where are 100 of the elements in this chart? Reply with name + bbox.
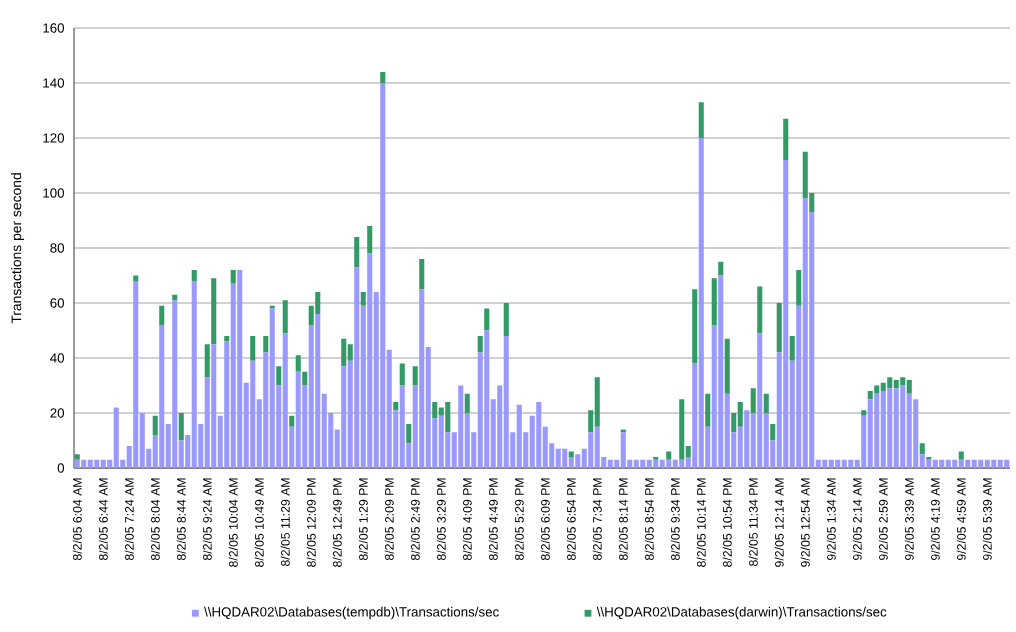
bar xyxy=(191,270,197,282)
bar xyxy=(848,460,854,469)
bar xyxy=(945,460,951,469)
bar xyxy=(913,399,919,469)
bar xyxy=(906,380,912,395)
bar xyxy=(445,402,451,433)
bar xyxy=(536,402,542,469)
bar xyxy=(620,432,626,469)
bar xyxy=(822,460,828,469)
bar xyxy=(692,289,698,364)
bar xyxy=(640,460,646,469)
bar xyxy=(159,325,165,469)
bar xyxy=(783,119,789,161)
bar xyxy=(575,454,581,469)
bar xyxy=(666,460,672,469)
bar xyxy=(250,361,256,469)
bar xyxy=(919,443,925,455)
bar xyxy=(926,460,932,469)
bar xyxy=(666,451,672,461)
bar xyxy=(705,394,711,428)
bar xyxy=(419,289,425,469)
bar xyxy=(835,460,841,469)
bar xyxy=(952,460,958,469)
bar xyxy=(653,460,659,469)
bar xyxy=(464,394,470,414)
bar xyxy=(633,460,639,469)
bar xyxy=(438,416,444,469)
bar xyxy=(887,377,893,389)
bar xyxy=(900,385,906,469)
bar xyxy=(282,333,288,469)
bar xyxy=(711,278,717,326)
bar xyxy=(354,237,360,268)
bar xyxy=(594,377,600,428)
bar xyxy=(971,460,977,469)
bar xyxy=(984,460,990,469)
bar xyxy=(354,267,360,469)
bar xyxy=(978,460,984,469)
bar xyxy=(867,399,873,469)
bar xyxy=(432,402,438,419)
bar xyxy=(607,460,613,469)
bar xyxy=(802,198,808,469)
bar xyxy=(880,391,886,469)
bar xyxy=(763,394,769,414)
bar xyxy=(874,385,880,395)
bar xyxy=(360,292,366,307)
bar xyxy=(841,460,847,469)
bar xyxy=(880,383,886,392)
bar xyxy=(679,399,685,461)
bar xyxy=(341,366,347,469)
bar xyxy=(757,286,763,334)
bar xyxy=(750,388,756,414)
bar xyxy=(204,344,210,378)
bar xyxy=(230,270,236,285)
bar xyxy=(594,427,600,469)
bar xyxy=(796,270,802,307)
bar xyxy=(679,460,685,469)
bar xyxy=(94,460,100,469)
bar xyxy=(250,336,256,362)
bar xyxy=(412,366,418,386)
bar xyxy=(698,138,704,469)
bar xyxy=(399,385,405,469)
bar xyxy=(776,303,782,353)
bar xyxy=(367,253,373,469)
bar xyxy=(484,330,490,469)
bar xyxy=(672,460,678,469)
bar xyxy=(783,160,789,469)
bar xyxy=(659,460,665,469)
bar xyxy=(81,460,87,469)
bar xyxy=(211,278,217,345)
bar xyxy=(159,306,165,326)
bar xyxy=(737,402,743,428)
bar xyxy=(568,457,574,469)
bar xyxy=(341,339,347,367)
bar xyxy=(399,363,405,386)
bar xyxy=(133,281,139,469)
bar xyxy=(289,416,295,428)
bar xyxy=(867,391,873,400)
bar xyxy=(997,460,1003,469)
bar xyxy=(828,460,834,469)
bar xyxy=(958,460,964,469)
bar xyxy=(1004,460,1010,469)
bar xyxy=(698,102,704,139)
bar xyxy=(295,355,301,373)
bar xyxy=(932,460,938,469)
bar xyxy=(172,300,178,469)
bar xyxy=(133,275,139,282)
bar xyxy=(718,262,724,276)
bar xyxy=(724,339,730,395)
bar xyxy=(237,270,243,469)
bar xyxy=(191,281,197,469)
bar xyxy=(874,394,880,469)
bar xyxy=(269,308,275,469)
bar xyxy=(224,336,230,342)
bar xyxy=(588,432,594,469)
bar xyxy=(789,336,795,362)
bar xyxy=(406,424,412,444)
bar xyxy=(718,275,724,469)
bar xyxy=(861,410,867,417)
bar xyxy=(276,366,282,386)
bar xyxy=(419,259,425,290)
